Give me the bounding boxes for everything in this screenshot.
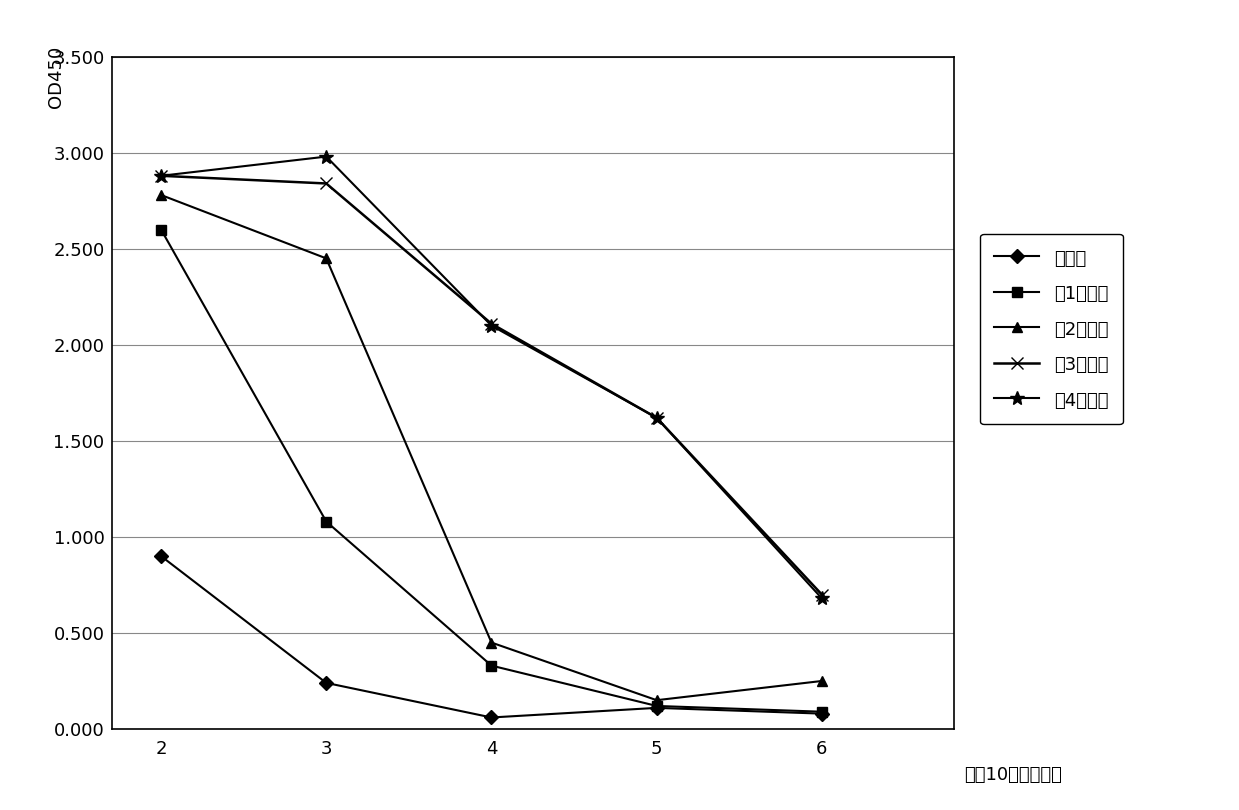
第3次免疫 [154, 171, 169, 181]
第3次免疫 [318, 179, 333, 189]
Line: 第1次免疫: 第1次免疫 [156, 224, 826, 717]
第2次免疫 [318, 254, 333, 263]
第4次免疫 [484, 321, 499, 330]
免疫前 [649, 703, 664, 713]
第1次免疫 [154, 224, 169, 234]
第2次免疫 [649, 695, 664, 705]
第4次免疫 [814, 594, 829, 603]
第3次免疫 [484, 319, 499, 329]
第2次免疫 [814, 676, 829, 686]
免疫前 [484, 713, 499, 723]
第1次免疫 [484, 661, 499, 671]
免疫前 [154, 552, 169, 561]
第4次免疫 [649, 413, 664, 423]
免疫前 [318, 678, 333, 688]
Legend: 免疫前, 第1次免疫, 第2次免疫, 第3次免疫, 第4次免疫: 免疫前, 第1次免疫, 第2次免疫, 第3次免疫, 第4次免疫 [980, 234, 1123, 424]
第1次免疫 [318, 517, 333, 526]
免疫前 [814, 709, 829, 718]
第2次免疫 [154, 190, 169, 200]
第3次免疫 [814, 590, 829, 599]
第1次免疫 [814, 707, 829, 717]
Y-axis label: OD450: OD450 [47, 45, 66, 108]
Line: 免疫前: 免疫前 [156, 552, 826, 723]
X-axis label: 血湓10倍系列稀释: 血湓10倍系列稀释 [964, 766, 1062, 784]
第2次免疫 [484, 637, 499, 647]
Line: 第2次免疫: 第2次免疫 [156, 190, 826, 705]
Line: 第4次免疫: 第4次免疫 [154, 150, 829, 605]
第4次免疫 [318, 151, 333, 161]
第3次免疫 [649, 413, 664, 423]
Line: 第3次免疫: 第3次免疫 [155, 169, 828, 601]
第4次免疫 [154, 171, 169, 181]
第1次免疫 [649, 701, 664, 711]
